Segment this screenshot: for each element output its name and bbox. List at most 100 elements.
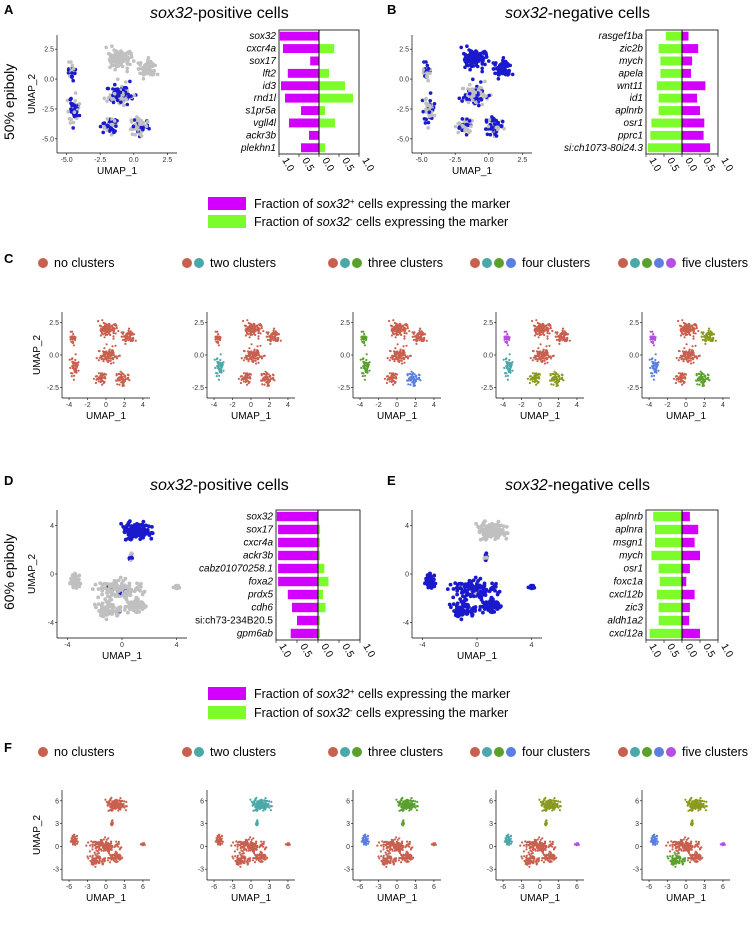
umap-point: [484, 524, 489, 529]
umap-point: [459, 617, 464, 622]
umap-point: [109, 597, 114, 602]
umap-point: [100, 589, 105, 593]
umap-point: [709, 330, 712, 333]
bar: [278, 550, 318, 561]
umap-point: [248, 353, 251, 356]
y-tick-label: 2.5: [340, 320, 350, 327]
umap-point: [497, 72, 502, 77]
umap-point: [97, 319, 100, 323]
umap-point: [253, 348, 256, 351]
umap-point: [114, 124, 118, 128]
cluster-label-text: two clusters: [210, 256, 276, 270]
umap-point: [121, 375, 124, 379]
x-tick-label: -4: [357, 402, 363, 409]
bar-tick-label: 0.0: [318, 642, 335, 660]
x-axis-label: UMAP_1: [86, 893, 126, 904]
umap-point: [458, 609, 462, 614]
umap-point: [95, 849, 98, 852]
umap-point: [108, 852, 111, 855]
legend-pos-swatch: [208, 687, 246, 700]
umap-point: [496, 77, 501, 81]
umap-point: [542, 325, 546, 328]
umap-point: [122, 378, 125, 381]
bar: [301, 106, 319, 115]
umap-point: [262, 355, 265, 358]
umap-point: [393, 360, 396, 363]
bar: [682, 615, 690, 626]
umap-point: [101, 844, 104, 847]
umap-point: [550, 383, 553, 386]
x-tick-label: 0: [104, 884, 108, 891]
umap-point: [139, 118, 143, 123]
umap-point: [129, 535, 134, 539]
bar: [682, 93, 698, 103]
umap-point: [136, 602, 140, 607]
umap-point: [116, 383, 119, 386]
umap-point: [694, 344, 697, 347]
umap-point: [124, 809, 127, 812]
umap-point: [214, 366, 217, 369]
umap-point: [417, 331, 420, 335]
y-axis-label: UMAP_2: [32, 335, 43, 375]
y-tick-label: 0.0: [399, 77, 409, 84]
umap-point: [138, 588, 142, 593]
umap-point: [474, 100, 478, 104]
umap-point: [687, 323, 690, 326]
bar: [319, 93, 353, 103]
bar: [651, 118, 682, 128]
umap-point: [99, 334, 102, 337]
umap-point: [451, 595, 456, 600]
umap-point: [105, 128, 109, 132]
umap-point: [479, 80, 483, 84]
umap-point: [691, 324, 694, 327]
umap-point: [695, 373, 698, 376]
panel-a-bars: sox32cxcr4asox17lft2id3rnd1ls1pr5avgll4l…: [240, 29, 376, 174]
umap-point: [469, 579, 473, 584]
umap-point: [139, 67, 144, 71]
umap-point: [104, 798, 107, 801]
umap-point: [652, 333, 655, 336]
umap-point: [464, 132, 469, 137]
umap-point: [453, 124, 458, 129]
umap-point: [269, 375, 272, 378]
umap-point: [71, 330, 74, 333]
umap-point: [464, 122, 469, 127]
umap-point: [102, 121, 107, 125]
umap-point: [428, 91, 433, 95]
umap-point: [125, 584, 130, 589]
umap-point: [484, 587, 489, 592]
umap-point: [459, 45, 464, 50]
umap-point: [173, 585, 178, 590]
cluster-label-text: three clusters: [368, 256, 443, 270]
umap-point: [115, 840, 118, 843]
umap-point: [140, 604, 145, 609]
umap-point: [396, 343, 399, 346]
umap-point: [392, 379, 395, 383]
umap-point: [73, 335, 76, 338]
umap-point: [240, 357, 243, 360]
umap-point: [109, 362, 113, 365]
panel-letter-c: C: [4, 251, 14, 266]
umap-point: [457, 96, 462, 101]
umap-point: [424, 74, 429, 79]
umap-point: [402, 358, 405, 361]
umap-point: [398, 352, 401, 356]
bar: [682, 118, 705, 128]
panel-b-title: sox32-negative cells: [505, 5, 650, 22]
umap-point: [126, 532, 131, 537]
panel-e-bars: aplnrbaplnramsgn1mychosr1foxc1acxcl12bzi…: [607, 509, 735, 660]
panel-letter-d: D: [4, 473, 13, 488]
bar: [278, 537, 318, 548]
umap-point: [93, 851, 96, 854]
umap-point: [111, 324, 114, 327]
umap-point: [96, 595, 101, 600]
umap-point: [432, 102, 437, 106]
umap-point: [140, 592, 145, 597]
umap-point: [101, 328, 104, 331]
umap-point: [566, 336, 569, 339]
umap-point: [679, 325, 683, 328]
bar: [650, 130, 682, 140]
umap-point: [408, 372, 411, 375]
